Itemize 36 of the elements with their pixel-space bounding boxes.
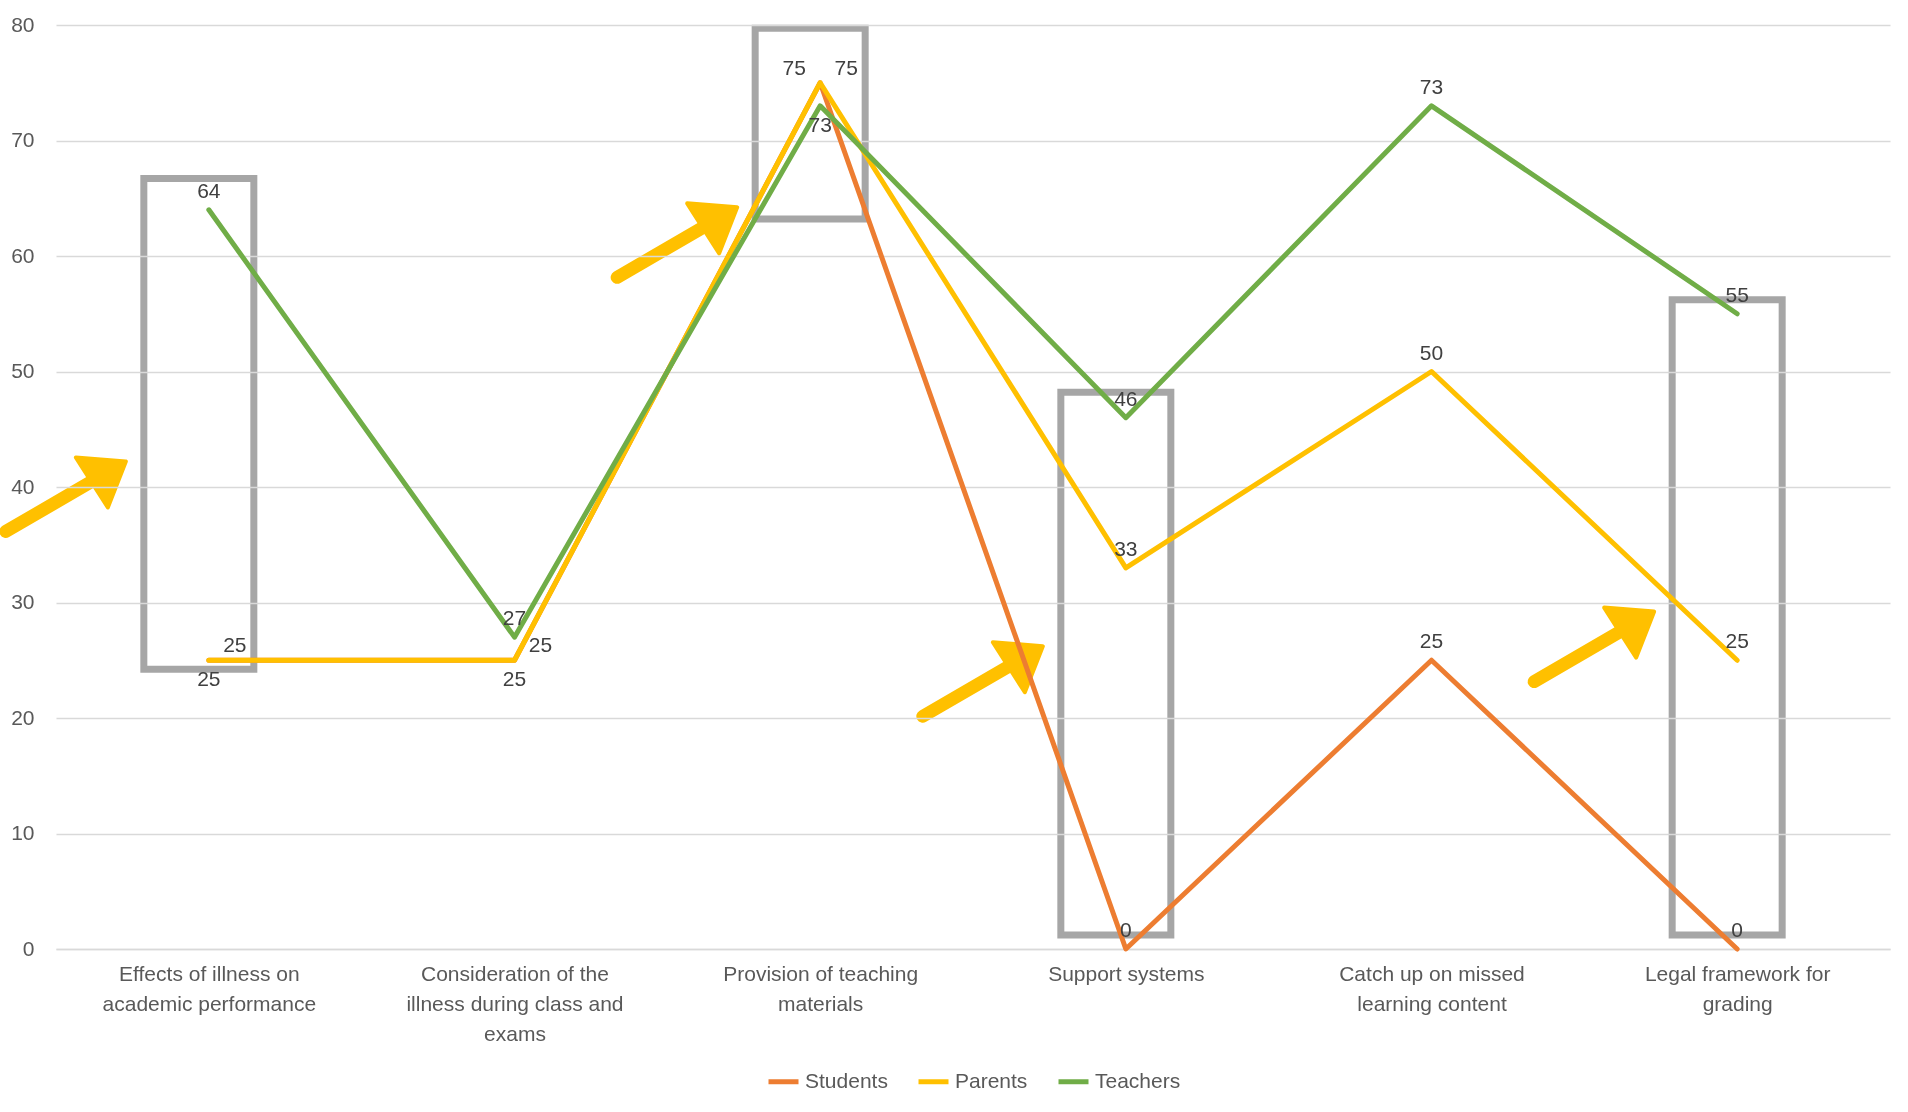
data-label: 25 xyxy=(1419,629,1444,653)
data-label: 25 xyxy=(223,633,247,657)
x-tick-label: Consideration of the illness during class and exams xyxy=(406,961,624,1045)
y-tick-label: 80 xyxy=(11,12,35,36)
y-tick-label: 50 xyxy=(11,359,35,382)
legend-label: Parents xyxy=(955,1068,1028,1092)
x-tick-label: Effects of illness on academic performance xyxy=(102,961,317,1015)
x-tick-label: Provision of teaching materials xyxy=(723,961,919,1015)
data-label: 55 xyxy=(1725,282,1749,306)
x-tick-label: Support systems xyxy=(1048,961,1205,985)
data-label: 25 xyxy=(1725,629,1749,653)
data-label: 75 xyxy=(782,55,806,79)
data-label: 33 xyxy=(1114,536,1138,560)
data-label: 75 xyxy=(834,55,858,79)
y-tick-label: 20 xyxy=(11,705,35,729)
y-tick-label: 70 xyxy=(11,128,35,151)
y-tick-label: 0 xyxy=(22,936,35,960)
data-label: 25 xyxy=(528,633,553,657)
x-tick-label: Legal framework for grading xyxy=(1644,961,1831,1015)
data-label: 73 xyxy=(1419,74,1444,98)
data-label: 27 xyxy=(502,606,527,630)
legend-label: Teachers xyxy=(1095,1068,1181,1092)
data-label: 25 xyxy=(502,667,527,691)
y-tick-label: 60 xyxy=(11,243,35,267)
data-label: 25 xyxy=(197,667,221,691)
data-label: 64 xyxy=(197,178,221,202)
data-label: 0 xyxy=(1119,918,1132,941)
y-tick-label: 40 xyxy=(11,474,35,498)
x-tick-label: Catch up on missed learning content xyxy=(1339,961,1525,1015)
legend-label: Students xyxy=(805,1068,888,1092)
data-label: 46 xyxy=(1114,386,1138,410)
data-label: 0 xyxy=(1731,918,1744,941)
data-label: 73 xyxy=(808,112,832,136)
y-tick-label: 30 xyxy=(11,590,35,613)
y-tick-label: 10 xyxy=(11,821,35,844)
data-label: 50 xyxy=(1419,340,1444,364)
